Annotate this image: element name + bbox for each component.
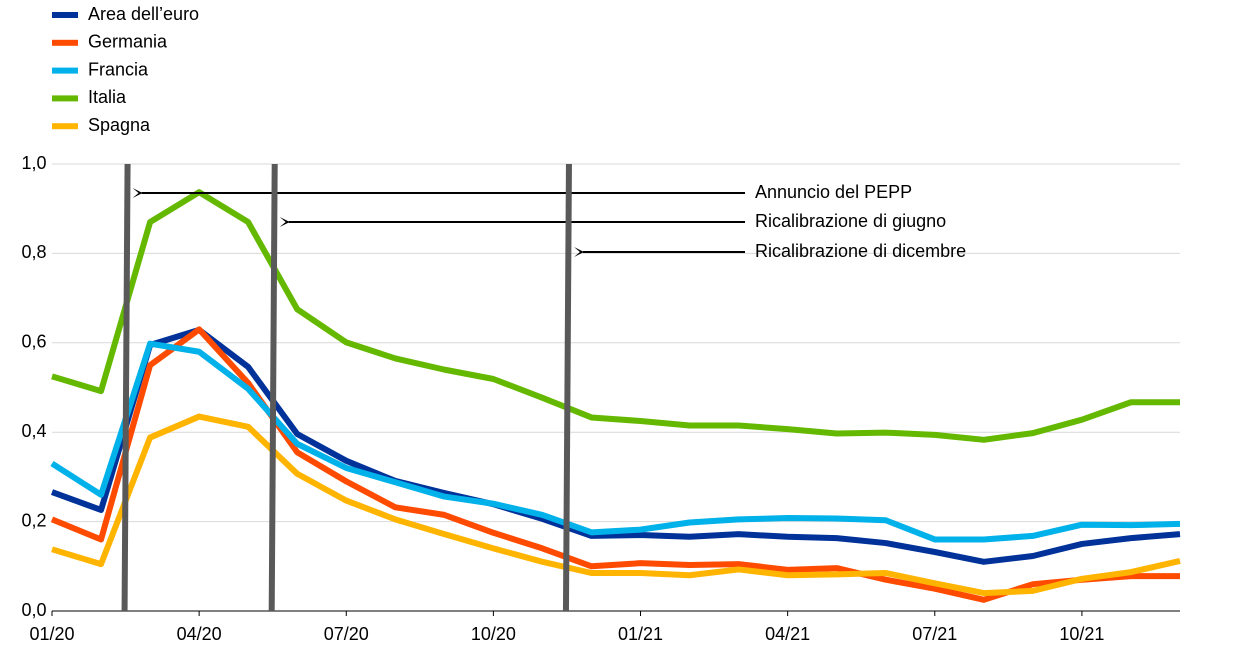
- x-tick-label: 10/21: [1059, 624, 1104, 644]
- legend-label: Germania: [88, 32, 168, 52]
- y-tick-label: 0,8: [21, 242, 46, 262]
- event-line: [268, 163, 278, 612]
- legend-label: Spagna: [88, 115, 151, 135]
- legend-swatch: [52, 39, 78, 46]
- y-tick-label: 1,0: [21, 153, 46, 173]
- x-tick-label: 01/20: [29, 624, 74, 644]
- legend-swatch: [52, 67, 78, 74]
- series-line: [50, 326, 1181, 565]
- series-line: [51, 189, 1180, 443]
- event-label: Annuncio del PEPP: [755, 182, 912, 202]
- event-line: [121, 163, 131, 612]
- series-line: [51, 413, 1181, 597]
- x-tick-label: 07/21: [912, 624, 957, 644]
- x-tick-label: 04/20: [177, 624, 222, 644]
- series-line: [50, 326, 1180, 603]
- y-tick-label: 0,6: [21, 332, 46, 352]
- event-label: Ricalibrazione di dicembre: [755, 241, 966, 261]
- legend-label: Francia: [88, 59, 149, 79]
- x-tick-label: 10/20: [471, 624, 516, 644]
- x-tick-label: 07/20: [324, 624, 369, 644]
- legend-swatch: [52, 123, 78, 130]
- y-tick-label: 0,0: [21, 600, 46, 620]
- x-tick-label: 01/21: [618, 624, 663, 644]
- legend-label: Area dell’euro: [88, 4, 199, 24]
- x-tick-label: 04/21: [765, 624, 810, 644]
- event-label: Ricalibrazione di giugno: [755, 211, 946, 231]
- event-line: [562, 163, 572, 612]
- y-tick-label: 0,4: [21, 421, 46, 441]
- legend-swatch: [52, 12, 78, 18]
- legend-swatch: [52, 95, 78, 102]
- y-tick-label: 0,2: [21, 510, 46, 530]
- series-line: [50, 340, 1181, 543]
- legend-label: Italia: [88, 87, 127, 107]
